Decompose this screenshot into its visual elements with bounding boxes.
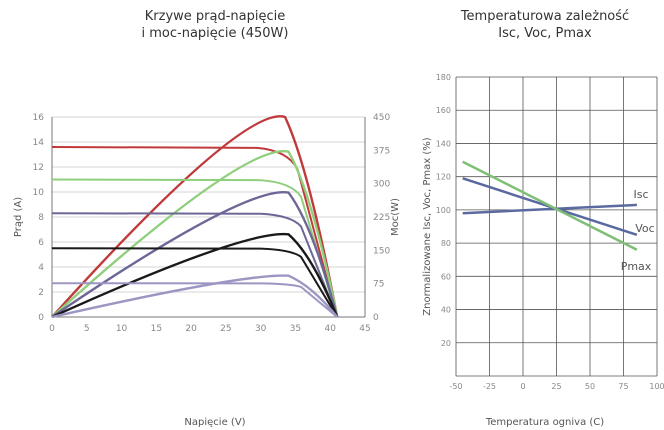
temp-ytick-label: 160 (436, 106, 451, 115)
temp-line-pmax (462, 160, 638, 251)
iv-curve-2 (51, 212, 339, 318)
iv-ytick-label: 10 (33, 188, 45, 198)
temp-series-label-isc: Isc (633, 188, 648, 201)
pv-y2tick-label: 300 (373, 180, 390, 190)
pv-y2tick-label: 75 (373, 280, 384, 290)
temp-title-line2: Isc, Voc, Pmax (498, 26, 592, 41)
temp-xtick-label: 0 (520, 382, 525, 391)
iv-ytick-label: 8 (38, 213, 44, 223)
iv-chart-title: Krzywe prąd-napięcie i moc-napięcie (450… (100, 8, 330, 42)
temp-line-isc (462, 203, 637, 215)
temp-ytick-label: 140 (436, 139, 451, 148)
iv-ytick-label: 2 (38, 288, 44, 298)
pv-curve-1 (51, 149, 339, 318)
iv-xtick-label: 45 (359, 324, 370, 334)
temp-ytick-label: 80 (441, 239, 451, 248)
iv-xtick-label: 30 (255, 324, 267, 334)
iv-curve-3 (51, 247, 339, 318)
pv-y2tick-label: 225 (373, 213, 390, 223)
iv-curve-1 (51, 178, 339, 318)
iv-xtick-label: 10 (116, 324, 128, 334)
temp-title-line1: Temperaturowa zależność (460, 9, 630, 24)
temp-xtick-label: 100 (649, 382, 664, 391)
temp-series-label-pmax: Pmax (621, 260, 652, 273)
iv-ytick-label: 6 (38, 238, 44, 248)
iv-ylabel: Prąd (A) (13, 197, 24, 237)
iv-xtick-label: 40 (324, 324, 336, 334)
temp-chart-title: Temperaturowa zależność Isc, Voc, Pmax (430, 8, 660, 42)
temp-ytick-label: 60 (441, 272, 451, 281)
pv-y2tick-label: 375 (373, 146, 390, 156)
temp-ytick-label: 20 (441, 339, 451, 348)
iv-title-line1: Krzywe prąd-napięcie (144, 9, 286, 24)
temp-ylabel: Znormalizowane Isc, Voc, Pmax (%) (422, 137, 433, 315)
iv-xtick-label: 35 (290, 324, 301, 334)
pv-y2tick-label: 0 (373, 313, 379, 323)
pv-y2label: Moc(W) (390, 198, 401, 236)
temp-ytick-label: 40 (441, 306, 451, 315)
pv-curve-2 (51, 190, 339, 318)
temp-ytick-label: 100 (436, 206, 451, 215)
iv-xtick-label: 15 (151, 324, 162, 334)
iv-ytick-label: 0 (38, 313, 44, 323)
temp-xtick-label: 75 (618, 382, 628, 391)
iv-xlabel: Napięcie (V) (184, 417, 245, 428)
iv-ytick-label: 14 (33, 138, 45, 148)
iv-curve-4 (51, 282, 338, 318)
iv-ytick-label: 12 (33, 163, 44, 173)
pv-y2tick-label: 150 (373, 246, 390, 256)
temp-xtick-label: 50 (585, 382, 595, 391)
iv-title-line2: i moc-napięcie (450W) (141, 26, 289, 41)
temp-series-label-voc: Voc (635, 222, 654, 235)
iv-xtick-label: 5 (84, 324, 90, 334)
temp-xtick-label: 25 (551, 382, 561, 391)
temp-xtick-label: -25 (483, 382, 496, 391)
temp-ytick-label: 120 (436, 173, 451, 182)
pv-curve-4 (51, 274, 339, 319)
pv-curve-3 (51, 232, 339, 319)
iv-ytick-label: 4 (38, 263, 44, 273)
iv-xtick-label: 20 (185, 324, 197, 334)
pv-y2tick-label: 450 (373, 113, 390, 123)
iv-xtick-label: 25 (220, 324, 231, 334)
iv-ytick-label: 16 (33, 113, 45, 123)
iv-xtick-label: 0 (49, 324, 55, 334)
temp-xtick-label: -50 (449, 382, 462, 391)
temp-ytick-label: 180 (436, 73, 451, 82)
temp-xlabel: Temperatura ogniva (C) (485, 417, 604, 428)
